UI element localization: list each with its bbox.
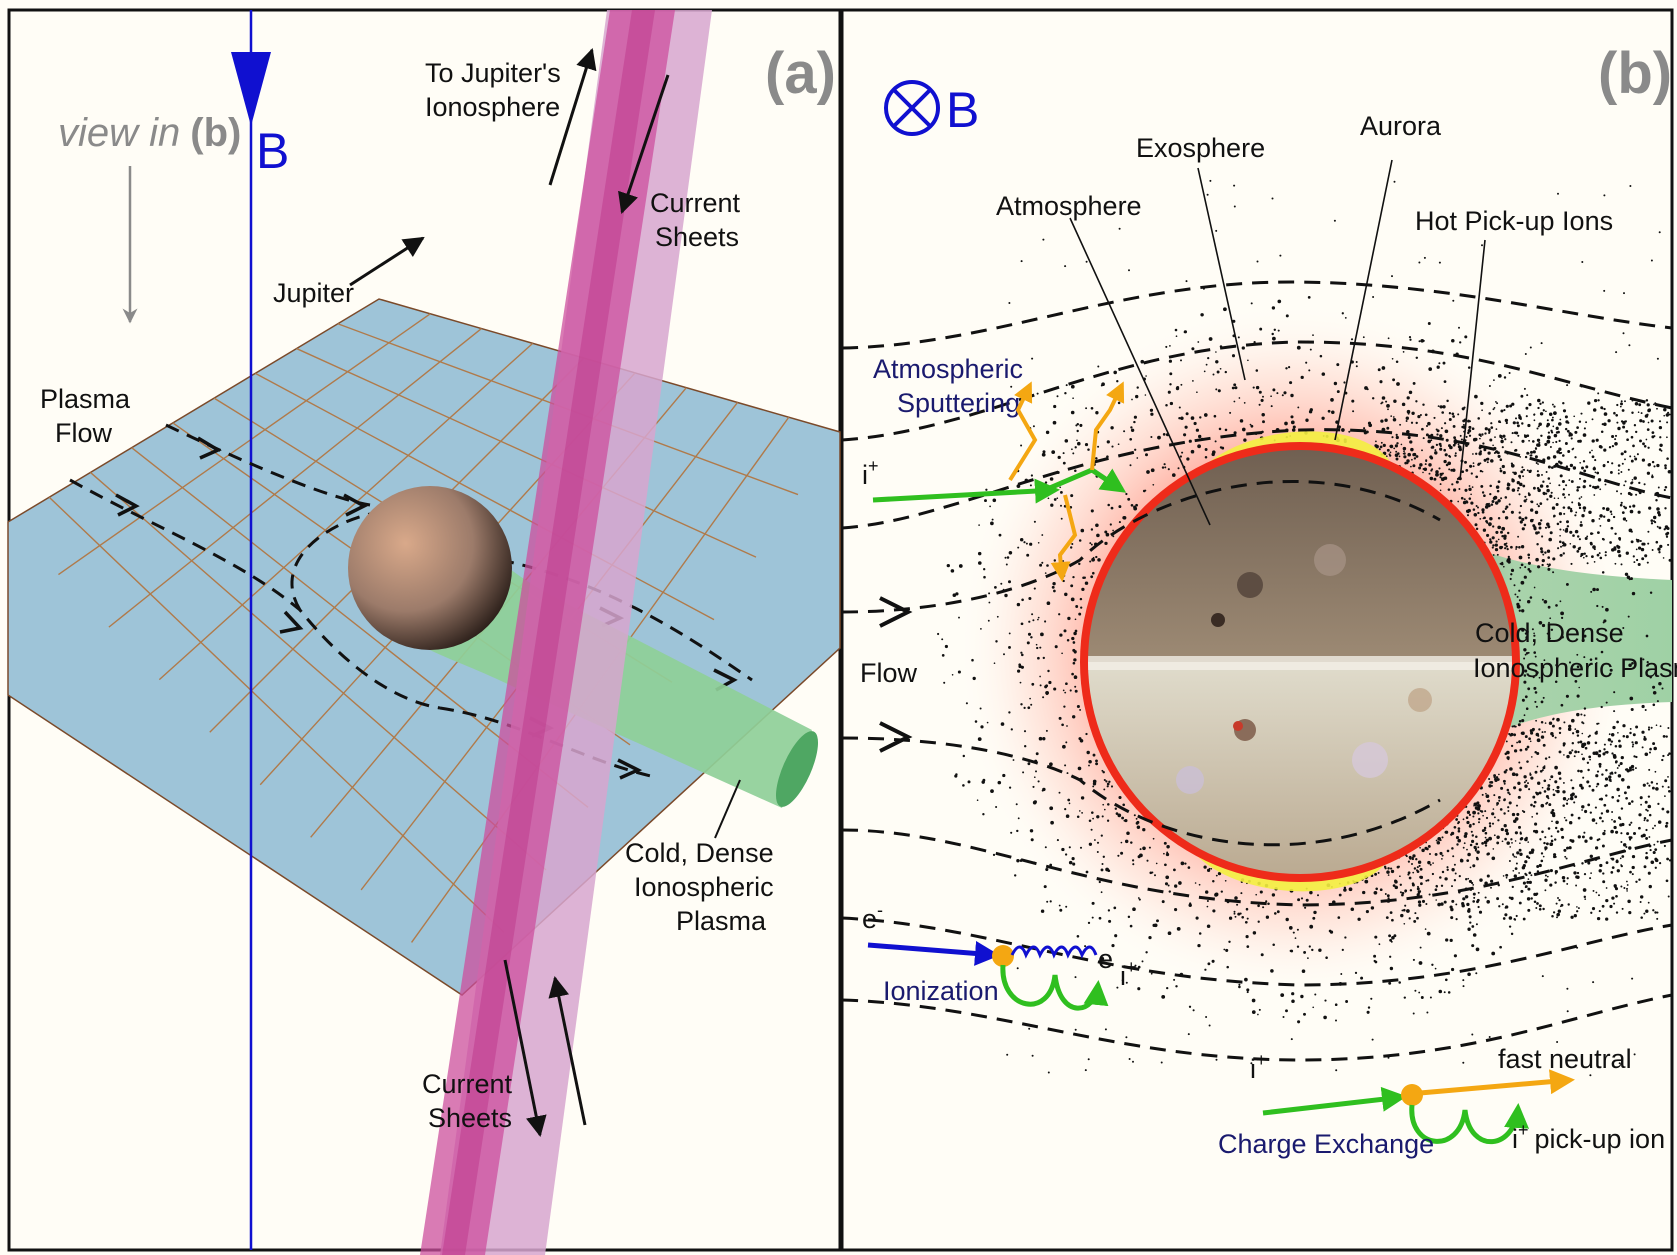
current-direction-arrow-icon xyxy=(503,959,547,1138)
neutral-atom-icon xyxy=(1401,1084,1423,1106)
cold-plasma-b-line2: Ionospheric Plasma xyxy=(1473,653,1677,683)
current-sheets-bottom-line2: Sheets xyxy=(428,1103,512,1133)
exosphere-label: Exosphere xyxy=(1136,133,1265,163)
current-sheet-core xyxy=(442,10,655,1255)
electron-symbol-out: e xyxy=(1098,944,1113,974)
flow-label: Flow xyxy=(860,658,918,688)
sputtered-neutral-arrow-icon xyxy=(1090,381,1125,471)
sputtered-neutral-arrow-icon xyxy=(1050,494,1078,582)
current-sheets-bottom-line1: Current xyxy=(422,1069,513,1099)
flow-chevron-icon xyxy=(279,610,304,634)
panel-b-tag: (b) xyxy=(1598,41,1672,106)
b-label-a: B xyxy=(256,123,289,179)
circled-cross-icon xyxy=(884,80,940,136)
to-ionosphere-line2: Ionosphere xyxy=(425,92,560,122)
electron-symbol: e- xyxy=(862,900,883,934)
ion-symbol-sputtering: i+ xyxy=(862,456,879,490)
panel-a: B view in (b) Jupiter Plasma Flow xyxy=(7,10,841,1255)
jupiter-direction-arrow-icon xyxy=(349,236,425,287)
cold-plasma-a-line2: Ionospheric xyxy=(634,872,774,902)
atmosphere-label: Atmosphere xyxy=(996,191,1142,221)
b-label-b: B xyxy=(946,82,979,138)
electron-spiral-icon xyxy=(1010,945,1098,959)
plasma-flow-label-line1: Plasma xyxy=(40,384,131,414)
neutral-atom-icon xyxy=(992,945,1014,967)
cold-plasma-a-line1: Cold, Dense xyxy=(625,838,774,868)
label-pointers xyxy=(1069,159,1486,526)
sputtering-label-line2: Sputtering xyxy=(897,388,1020,418)
current-direction-arrow-icon xyxy=(618,74,670,214)
incident-electron-arrow-icon xyxy=(867,940,1000,966)
incident-ion-exchange-arrow-icon xyxy=(1262,1086,1407,1116)
cold-plasma-pointer-a xyxy=(714,779,741,839)
pickup-gyration-arrow-icon xyxy=(1000,964,1109,1011)
current-direction-arrow-icon xyxy=(548,975,587,1126)
view-in-label: view in (b) xyxy=(58,111,241,155)
ion-symbol-charge-exchange: i+ xyxy=(1250,1050,1267,1084)
io-sphere-a xyxy=(348,486,512,650)
pickup-ion-label: i+ pick-up ion xyxy=(1512,1120,1665,1154)
jupiter-label: Jupiter xyxy=(273,278,354,308)
field-streamlines xyxy=(841,280,1673,1062)
flow-chevron-icon xyxy=(879,596,913,628)
current-direction-arrow-icon xyxy=(548,47,597,186)
current-sheets-top-line1: Current xyxy=(650,188,741,218)
flow-chevron-icon xyxy=(879,721,913,753)
panel-b: B Exosphere Aurora Atmosphere Hot Pick-u… xyxy=(841,41,1677,1159)
flow-chevron-icon xyxy=(197,436,222,460)
pickup-gyration-arrow-icon xyxy=(1409,1103,1530,1145)
b-field-arrow-icon xyxy=(231,52,271,126)
flow-chevron-icon xyxy=(617,758,643,780)
fast-neutral-label: fast neutral xyxy=(1498,1044,1632,1074)
hot-pickup-ions-label: Hot Pick-up Ions xyxy=(1415,206,1613,236)
flow-chevron-icon xyxy=(343,493,368,517)
cold-plasma-a-line3: Plasma xyxy=(676,906,767,936)
fast-neutral-arrow-icon xyxy=(1419,1069,1575,1096)
cold-plasma-b-line1: Cold, Dense xyxy=(1475,618,1624,648)
flow-chevron-icon xyxy=(115,493,140,517)
panel-a-tag: (a) xyxy=(765,41,836,106)
sputtered-neutral-arrow-icon xyxy=(1008,381,1038,482)
aurora-label: Aurora xyxy=(1360,111,1442,141)
sputtering-label-line1: Atmospheric xyxy=(873,354,1023,384)
to-ionosphere-line1: To Jupiter's xyxy=(425,58,561,88)
current-sheets-top-line2: Sheets xyxy=(655,222,739,252)
ionization-label: Ionization xyxy=(883,976,999,1006)
plasma-flow-label-line2: Flow xyxy=(55,418,113,448)
ion-symbol-ionization: i+ xyxy=(1120,957,1137,991)
incident-ion-arrow-icon xyxy=(872,478,1060,504)
charge-exchange-label: Charge Exchange xyxy=(1218,1129,1434,1159)
